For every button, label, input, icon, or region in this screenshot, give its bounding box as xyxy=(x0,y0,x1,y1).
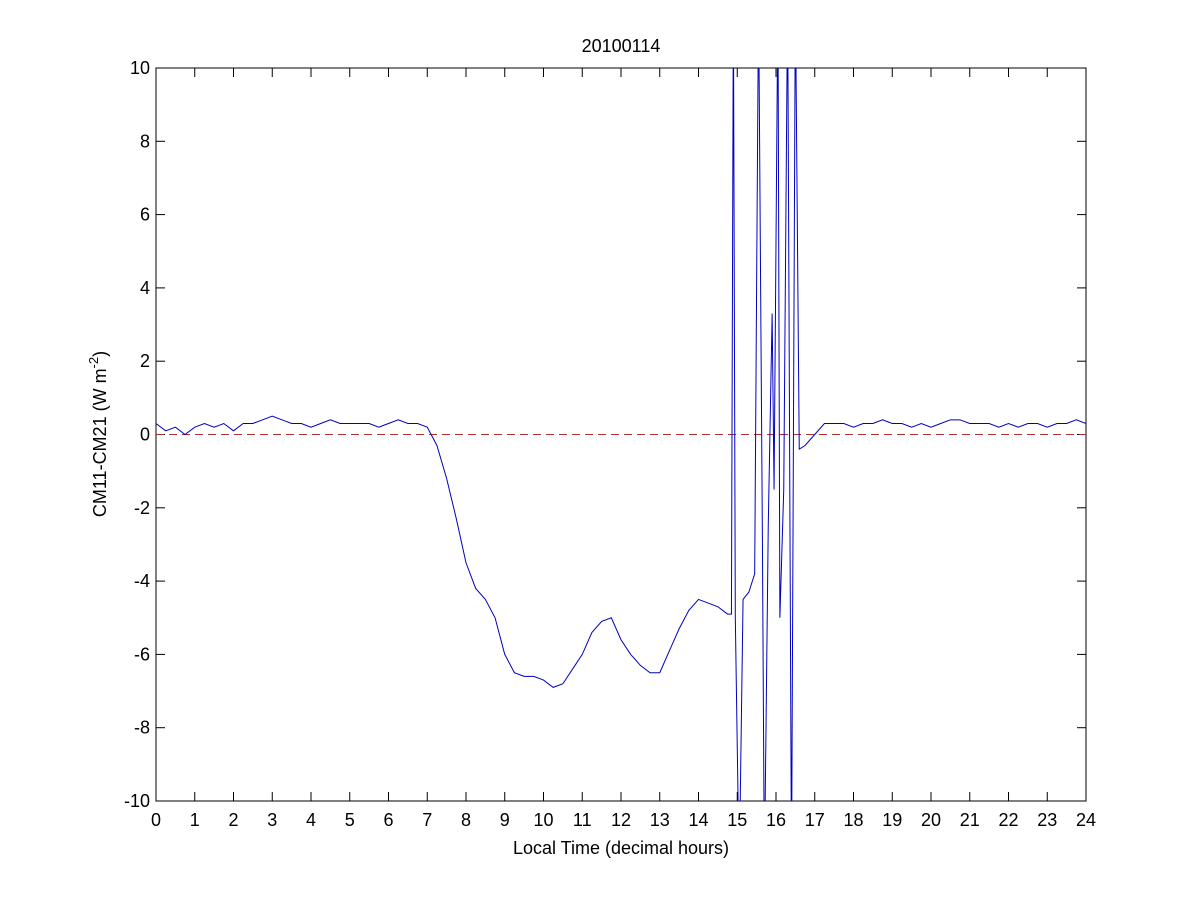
x-tick-label: 18 xyxy=(843,810,863,830)
x-tick-label: 23 xyxy=(1037,810,1057,830)
x-tick-label: 20 xyxy=(921,810,941,830)
x-tick-label: 19 xyxy=(882,810,902,830)
y-tick-label: 8 xyxy=(140,131,150,151)
y-label-text: CM11-CM21 (W m xyxy=(90,368,110,517)
x-tick-label: 22 xyxy=(998,810,1018,830)
x-tick-label: 3 xyxy=(267,810,277,830)
x-tick-label: 17 xyxy=(805,810,825,830)
y-tick-label: 0 xyxy=(140,425,150,445)
y-tick-label: -8 xyxy=(134,718,150,738)
x-tick-label: 0 xyxy=(151,810,161,830)
x-tick-label: 11 xyxy=(573,810,592,830)
x-tick-label: 10 xyxy=(533,810,553,830)
y-tick-label: 2 xyxy=(140,351,150,371)
y-tick-label: -2 xyxy=(134,498,150,518)
x-tick-label: 2 xyxy=(228,810,238,830)
x-tick-label: 16 xyxy=(766,810,786,830)
x-tick-label: 12 xyxy=(611,810,631,830)
y-tick-label: -10 xyxy=(124,791,150,811)
y-tick-label: 6 xyxy=(140,205,150,225)
y-tick-label: -4 xyxy=(134,571,150,591)
y-label-sup: -2 xyxy=(86,357,101,369)
x-tick-label: 24 xyxy=(1076,810,1096,830)
x-tick-label: 7 xyxy=(422,810,432,830)
y-label-suffix: ) xyxy=(90,351,110,357)
y-axis-label: CM11-CM21 (W m-2) xyxy=(86,351,110,517)
y-tick-label: -6 xyxy=(134,644,150,664)
chart-title: 20100114 xyxy=(582,36,661,56)
x-tick-label: 5 xyxy=(345,810,355,830)
y-tick-label: 10 xyxy=(130,58,150,78)
x-tick-label: 9 xyxy=(500,810,510,830)
x-tick-label: 15 xyxy=(727,810,747,830)
x-tick-label: 13 xyxy=(650,810,670,830)
x-tick-label: 14 xyxy=(688,810,708,830)
x-tick-label: 6 xyxy=(383,810,393,830)
y-tick-label: 4 xyxy=(140,278,150,298)
data-line xyxy=(156,68,1086,801)
x-tick-label: 1 xyxy=(190,810,200,830)
x-tick-label: 21 xyxy=(960,810,980,830)
x-tick-label: 8 xyxy=(461,810,471,830)
x-tick-label: 4 xyxy=(306,810,316,830)
x-axis-label: Local Time (decimal hours) xyxy=(513,838,729,858)
